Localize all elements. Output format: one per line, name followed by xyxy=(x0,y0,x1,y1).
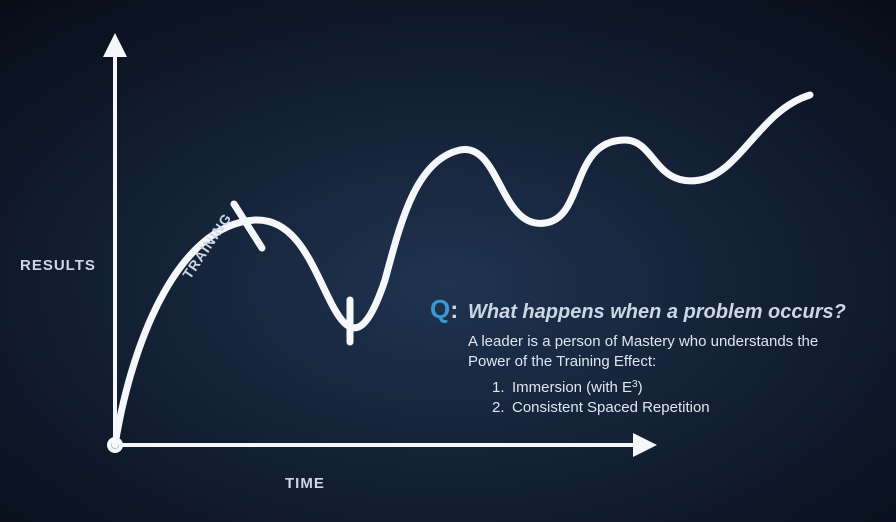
q-prefix: Q: xyxy=(430,294,458,324)
list-num-1: 1. xyxy=(492,379,505,396)
body-line-2: Power of the Training Effect: xyxy=(468,353,656,370)
chart-container: RESULTS TIME TRAINING Q: What happens wh… xyxy=(0,0,896,522)
list-item-1: Immersion (with E3) xyxy=(512,379,643,396)
x-axis-label: TIME xyxy=(285,475,325,492)
body-line-1: A leader is a person of Mastery who unde… xyxy=(468,333,818,350)
y-axis-label: RESULTS xyxy=(20,257,96,274)
training-effect-chart: RESULTS TIME TRAINING Q: What happens wh… xyxy=(0,0,896,522)
question-text: What happens when a problem occurs? xyxy=(468,301,846,323)
list-num-2: 2. xyxy=(492,399,505,416)
list-item-2: Consistent Spaced Repetition xyxy=(512,399,710,416)
